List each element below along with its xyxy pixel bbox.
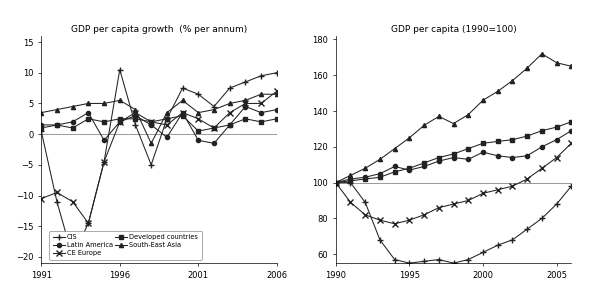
CE Europe xyxy=(38,197,45,200)
CE Europe xyxy=(242,102,249,105)
CE Europe xyxy=(179,111,186,115)
CE Europe xyxy=(132,111,139,115)
South-East Asia xyxy=(257,92,264,96)
South-East Asia xyxy=(38,111,45,115)
Line: Latin America: Latin America xyxy=(39,104,279,145)
Legend: CIS, Latin America, CE Europe, Developed countries, South-East Asia: CIS, Latin America, CE Europe, Developed… xyxy=(49,231,201,260)
CIS xyxy=(195,92,202,96)
South-East Asia xyxy=(69,105,76,108)
Developed countries xyxy=(54,123,61,127)
CE Europe xyxy=(195,117,202,120)
CE Europe xyxy=(163,123,170,127)
Line: CIS: CIS xyxy=(38,67,280,260)
Latin America xyxy=(179,111,186,115)
CIS xyxy=(101,160,108,164)
Developed countries xyxy=(69,126,76,130)
South-East Asia xyxy=(195,111,202,115)
Title: GDP per capita (1990=100): GDP per capita (1990=100) xyxy=(391,25,517,34)
Developed countries xyxy=(132,117,139,120)
CIS xyxy=(148,163,155,167)
South-East Asia xyxy=(273,92,280,96)
Latin America xyxy=(132,114,139,118)
Latin America xyxy=(85,111,92,115)
CE Europe xyxy=(148,120,155,124)
Line: South-East Asia: South-East Asia xyxy=(39,92,279,145)
CIS xyxy=(163,117,170,120)
Developed countries xyxy=(195,129,202,133)
Latin America xyxy=(210,141,217,145)
South-East Asia xyxy=(242,99,249,102)
Developed countries xyxy=(101,120,108,124)
CIS xyxy=(273,71,280,74)
CIS xyxy=(179,86,186,90)
Latin America xyxy=(101,138,108,142)
Developed countries xyxy=(85,117,92,120)
Title: GDP per capita growth  (% per annum): GDP per capita growth (% per annum) xyxy=(71,25,247,34)
CE Europe xyxy=(54,191,61,194)
CIS xyxy=(69,255,76,259)
Developed countries xyxy=(148,120,155,124)
CIS xyxy=(116,68,123,71)
Developed countries xyxy=(163,117,170,120)
CE Europe xyxy=(101,160,108,164)
Line: CE Europe: CE Europe xyxy=(38,89,280,226)
South-East Asia xyxy=(226,102,233,105)
CIS xyxy=(85,221,92,225)
South-East Asia xyxy=(148,141,155,145)
Developed countries xyxy=(116,117,123,120)
Latin America xyxy=(226,123,233,127)
South-East Asia xyxy=(101,102,108,105)
South-East Asia xyxy=(132,108,139,111)
Latin America xyxy=(195,138,202,142)
Latin America xyxy=(242,105,249,108)
CIS xyxy=(132,123,139,127)
CE Europe xyxy=(116,120,123,124)
Developed countries xyxy=(38,126,45,130)
CE Europe xyxy=(69,200,76,204)
Developed countries xyxy=(179,114,186,118)
Latin America xyxy=(54,123,61,127)
Developed countries xyxy=(242,117,249,120)
Latin America xyxy=(69,120,76,124)
Line: Developed countries: Developed countries xyxy=(39,114,279,133)
Latin America xyxy=(148,123,155,127)
CIS xyxy=(257,74,264,78)
CE Europe xyxy=(210,126,217,130)
Latin America xyxy=(273,108,280,111)
CE Europe xyxy=(273,89,280,93)
Latin America xyxy=(116,120,123,124)
CIS xyxy=(38,129,45,133)
Latin America xyxy=(38,123,45,127)
South-East Asia xyxy=(210,108,217,111)
Developed countries xyxy=(257,120,264,124)
CE Europe xyxy=(257,102,264,105)
South-East Asia xyxy=(116,99,123,102)
South-East Asia xyxy=(54,108,61,111)
CIS xyxy=(54,200,61,204)
Latin America xyxy=(257,111,264,115)
Developed countries xyxy=(210,126,217,130)
South-East Asia xyxy=(179,99,186,102)
CIS xyxy=(210,105,217,108)
CE Europe xyxy=(85,221,92,225)
Latin America xyxy=(163,135,170,139)
CE Europe xyxy=(226,111,233,115)
South-East Asia xyxy=(85,102,92,105)
Developed countries xyxy=(226,123,233,127)
Developed countries xyxy=(273,117,280,120)
South-East Asia xyxy=(163,111,170,115)
CIS xyxy=(226,86,233,90)
CIS xyxy=(242,80,249,84)
